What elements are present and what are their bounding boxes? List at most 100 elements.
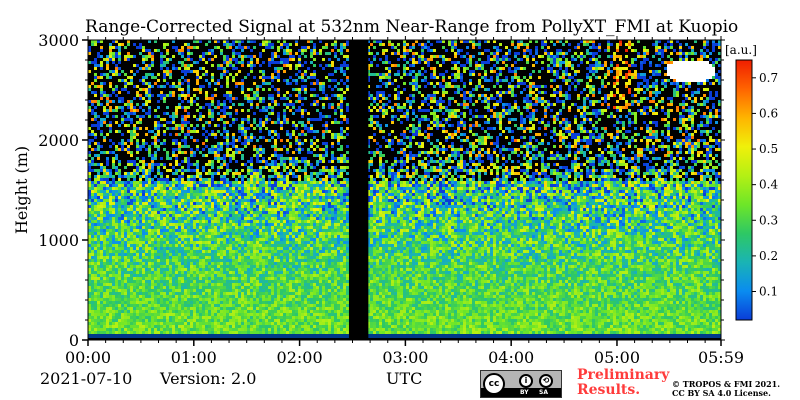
heat-cell	[316, 52, 319, 55]
heat-cell	[223, 67, 226, 70]
heat-cell	[124, 97, 127, 100]
heat-cell	[277, 91, 280, 94]
heat-cell	[445, 88, 448, 91]
heat-cell	[127, 40, 130, 43]
heat-cell	[700, 91, 703, 94]
heat-cell	[652, 49, 655, 52]
heat-cell	[499, 73, 502, 76]
heat-cell	[376, 88, 379, 91]
heat-cell	[409, 106, 412, 109]
heat-cell	[163, 91, 166, 94]
heat-cell	[184, 64, 187, 67]
heat-cell	[298, 73, 301, 76]
heat-cell	[487, 85, 490, 88]
heat-cell	[94, 79, 97, 82]
heat-cell	[343, 88, 346, 91]
heat-cell	[586, 52, 589, 55]
heat-cell	[199, 85, 202, 88]
heat-cell	[460, 100, 463, 103]
heat-cell	[160, 55, 163, 58]
heat-cell	[664, 43, 667, 46]
heat-cell	[103, 46, 106, 49]
heat-cell	[649, 103, 652, 106]
heat-cell	[535, 82, 538, 85]
heat-cell	[316, 109, 319, 112]
heat-cell	[685, 94, 688, 97]
heat-cell	[697, 40, 700, 43]
heat-cell	[271, 112, 274, 115]
heat-cell	[199, 76, 202, 79]
heat-cell	[598, 73, 601, 76]
heat-cell	[463, 109, 466, 112]
heat-cell	[589, 79, 592, 82]
heat-cell	[271, 109, 274, 112]
heat-cell	[118, 40, 121, 43]
heat-cell	[652, 58, 655, 61]
heat-cell	[217, 70, 220, 73]
heat-cell	[421, 97, 424, 100]
heat-cell	[367, 73, 370, 76]
heat-cell	[706, 106, 709, 109]
heat-cell	[484, 100, 487, 103]
heat-cell	[343, 43, 346, 46]
heat-cell	[289, 73, 292, 76]
heat-cell	[334, 76, 337, 79]
heat-cell	[256, 73, 259, 76]
heat-cell	[106, 106, 109, 109]
heat-cell	[406, 43, 409, 46]
heat-cell	[343, 91, 346, 94]
heat-cell	[421, 100, 424, 103]
heat-cell	[190, 88, 193, 91]
heat-cell	[196, 91, 199, 94]
heat-cell	[556, 82, 559, 85]
heat-cell	[328, 61, 331, 64]
heat-cell	[658, 70, 661, 73]
heat-cell	[400, 109, 403, 112]
heat-cell	[175, 64, 178, 67]
heat-cell	[421, 43, 424, 46]
heat-cell	[379, 73, 382, 76]
heat-cell	[589, 76, 592, 79]
heat-cell	[136, 103, 139, 106]
heat-cell	[697, 100, 700, 103]
heat-cell	[319, 109, 322, 112]
heat-cell	[715, 43, 718, 46]
heat-cell	[103, 106, 106, 109]
heat-cell	[394, 73, 397, 76]
heat-cell	[289, 112, 292, 115]
heat-cell	[274, 64, 277, 67]
heat-cell	[532, 94, 535, 97]
heat-cell	[370, 73, 373, 76]
heat-cell	[556, 43, 559, 46]
heat-cell	[559, 55, 562, 58]
heat-cell	[196, 106, 199, 109]
heat-cell	[625, 58, 628, 61]
heat-cell	[520, 79, 523, 82]
heat-cell	[163, 88, 166, 91]
heat-cell	[496, 64, 499, 67]
heat-cell	[376, 82, 379, 85]
heat-cell	[379, 43, 382, 46]
heat-cell	[514, 46, 517, 49]
heat-cell	[565, 79, 568, 82]
heat-cell	[103, 91, 106, 94]
heat-cell	[439, 91, 442, 94]
heat-cell	[229, 103, 232, 106]
heat-cell	[652, 106, 655, 109]
heat-cell	[451, 88, 454, 91]
heat-cell	[676, 106, 679, 109]
heat-cell	[484, 94, 487, 97]
heat-cell	[166, 103, 169, 106]
heat-cell	[421, 73, 424, 76]
heat-cell	[409, 43, 412, 46]
heat-cell	[139, 91, 142, 94]
heat-cell	[280, 103, 283, 106]
heat-cell	[286, 79, 289, 82]
heat-cell	[109, 40, 112, 43]
heat-cell	[643, 40, 646, 43]
heat-cell	[175, 67, 178, 70]
heat-cell	[607, 100, 610, 103]
heat-cell	[631, 94, 634, 97]
heat-cell	[592, 73, 595, 76]
heat-cell	[655, 73, 658, 76]
